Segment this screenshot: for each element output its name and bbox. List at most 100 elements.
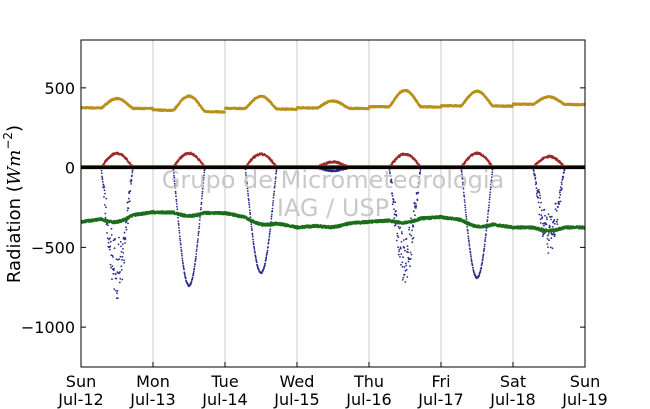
- data-point: [119, 241, 122, 243]
- data-point: [539, 222, 542, 224]
- data-point: [540, 201, 542, 204]
- data-point: [247, 199, 250, 202]
- data-point: [398, 248, 401, 251]
- data-point: [182, 262, 184, 265]
- data-point: [103, 186, 106, 189]
- data-point: [198, 227, 200, 230]
- data-point: [193, 265, 196, 268]
- data-point: [391, 163, 394, 166]
- data-point: [118, 236, 120, 239]
- data-point: [479, 269, 482, 272]
- data-point: [550, 218, 552, 221]
- data-point: [549, 246, 552, 249]
- data-point: [556, 218, 559, 221]
- data-point: [120, 245, 122, 248]
- data-point: [197, 238, 199, 240]
- data-point: [408, 228, 410, 231]
- data-point: [406, 276, 409, 278]
- data-point: [130, 179, 133, 182]
- data-point: [468, 244, 471, 247]
- data-point: [192, 270, 195, 273]
- data-point: [223, 111, 226, 114]
- data-point: [467, 235, 470, 238]
- data-point: [271, 210, 274, 212]
- data-point: [539, 194, 541, 197]
- data-point: [532, 170, 535, 172]
- data-point: [195, 253, 198, 255]
- data-point: [199, 208, 202, 211]
- data-point: [540, 214, 543, 217]
- data-point: [121, 278, 124, 281]
- data-point: [394, 201, 397, 204]
- data-point: [124, 242, 126, 244]
- data-point: [464, 204, 466, 207]
- data-point: [465, 214, 467, 216]
- data-point: [108, 248, 111, 251]
- data-point: [183, 268, 185, 271]
- data-point: [272, 196, 275, 199]
- data-point: [181, 259, 184, 262]
- data-point: [116, 297, 119, 300]
- data-point: [177, 220, 180, 223]
- data-point: [248, 203, 251, 206]
- data-point: [127, 222, 129, 225]
- data-point: [483, 245, 486, 248]
- data-point: [483, 243, 486, 246]
- data-point: [178, 226, 180, 229]
- data-point: [395, 239, 398, 242]
- data-point: [558, 196, 561, 199]
- data-point: [272, 200, 275, 202]
- data-point: [269, 230, 271, 233]
- data-point: [556, 223, 559, 226]
- data-point: [119, 255, 122, 258]
- data-point: [119, 277, 122, 280]
- data-point: [402, 256, 404, 259]
- data-point: [562, 176, 565, 178]
- data-point: [113, 267, 115, 270]
- data-point: [270, 215, 273, 218]
- data-point: [467, 232, 469, 235]
- data-point: [540, 209, 543, 212]
- data-point: [557, 205, 559, 208]
- data-point: [120, 269, 123, 271]
- data-point: [270, 213, 273, 216]
- data-point: [197, 232, 200, 235]
- data-point: [103, 204, 106, 206]
- data-point: [182, 266, 185, 268]
- data-point: [397, 253, 400, 256]
- data-point: [401, 278, 404, 281]
- data-point: [100, 172, 103, 175]
- data-point: [397, 246, 399, 249]
- data-point: [537, 188, 540, 191]
- data-point: [111, 265, 114, 268]
- data-point: [175, 203, 178, 205]
- data-point: [116, 292, 118, 295]
- data-point: [535, 182, 538, 185]
- data-point: [485, 229, 488, 232]
- data-point: [112, 256, 114, 258]
- data-point: [411, 229, 413, 232]
- data-point: [177, 222, 180, 225]
- data-point: [465, 215, 468, 218]
- data-point: [129, 190, 132, 193]
- data-point: [538, 206, 541, 209]
- data-point: [109, 263, 112, 266]
- data-point: [392, 199, 395, 201]
- data-point: [252, 240, 255, 243]
- data-point: [126, 209, 129, 212]
- data-point: [409, 265, 411, 268]
- data-point: [103, 189, 106, 192]
- data-point: [404, 281, 407, 283]
- data-point: [470, 260, 473, 263]
- data-point: [198, 225, 201, 228]
- data-point: [198, 219, 201, 221]
- data-point: [534, 177, 537, 179]
- data-point: [464, 209, 467, 211]
- data-point: [561, 187, 563, 190]
- data-point: [119, 271, 121, 273]
- data-point: [113, 288, 116, 290]
- data-point: [467, 237, 470, 240]
- data-point: [406, 248, 409, 251]
- data-point: [254, 256, 257, 259]
- data-point: [469, 254, 472, 256]
